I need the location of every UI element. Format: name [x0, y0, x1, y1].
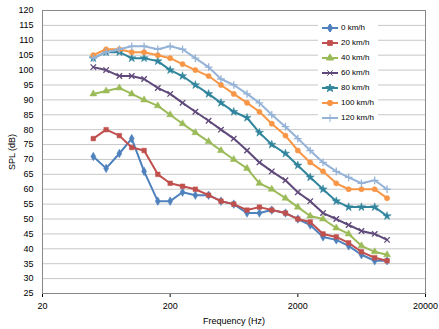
svg-text:50: 50 — [23, 214, 33, 224]
svg-text:20000: 20000 — [413, 301, 438, 311]
svg-text:60: 60 — [23, 184, 33, 194]
html-text:60 km/h: 60 km/h — [341, 68, 370, 77]
html-text:100 km/h: 100 km/h — [341, 98, 374, 107]
svg-text:55: 55 — [23, 199, 33, 209]
html-text:120 km/h: 120 km/h — [341, 113, 374, 122]
svg-text:95: 95 — [23, 80, 33, 90]
svg-text:65: 65 — [23, 169, 33, 179]
svg-text:110: 110 — [19, 35, 33, 45]
svg-text:90: 90 — [23, 95, 33, 105]
svg-text:120: 120 — [18, 5, 33, 15]
svg-text:105: 105 — [18, 50, 33, 60]
svg-text:Frequency (Hz): Frequency (Hz) — [203, 316, 265, 326]
svg-text:75: 75 — [23, 139, 33, 149]
svg-text:SPL (dB): SPL (dB) — [7, 134, 17, 170]
svg-text:85: 85 — [23, 110, 33, 120]
svg-text:40: 40 — [23, 244, 33, 254]
svg-text:25: 25 — [23, 288, 33, 298]
svg-text:100: 100 — [18, 65, 33, 75]
html-text:0 km/h: 0 km/h — [341, 23, 365, 32]
svg-text:45: 45 — [23, 229, 33, 239]
svg-text:30: 30 — [23, 273, 33, 283]
svg-text:35: 35 — [23, 259, 33, 269]
html-text:20 km/h: 20 km/h — [341, 38, 370, 47]
html-text:40 km/h: 40 km/h — [341, 53, 370, 62]
svg-text:70: 70 — [23, 154, 33, 164]
svg-text:115: 115 — [19, 20, 33, 30]
html-text:80 km/h: 80 km/h — [341, 83, 370, 92]
svg-text:80: 80 — [23, 125, 33, 135]
svg-text:2000: 2000 — [288, 301, 308, 311]
svg-text:20: 20 — [37, 301, 47, 311]
svg-text:200: 200 — [163, 301, 178, 311]
